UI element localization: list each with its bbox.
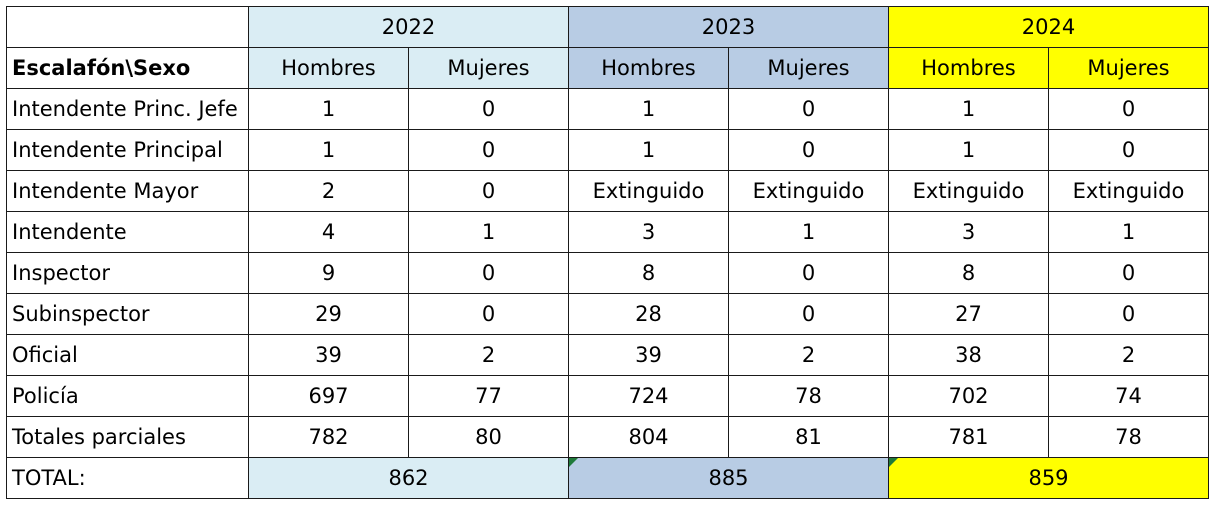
year-2024-header: 2024 xyxy=(888,6,1209,48)
table-row: Oficial 39 2 39 2 38 2 xyxy=(6,334,1209,376)
table-cell: 3 xyxy=(568,211,729,253)
table-cell: 1 xyxy=(568,88,729,130)
table-cell: 0 xyxy=(1048,293,1209,335)
table-cell: 27 xyxy=(888,293,1049,335)
table-cell: 2 xyxy=(728,334,889,376)
table-row: Inspector 9 0 8 0 8 0 xyxy=(6,252,1209,294)
row-label: Policía xyxy=(6,375,249,417)
table-cell: 3 xyxy=(888,211,1049,253)
table-cell: 1 xyxy=(248,88,409,130)
table-cell: 81 xyxy=(728,416,889,458)
table-cell: 0 xyxy=(1048,88,1209,130)
table-cell: 1 xyxy=(888,88,1049,130)
row-label: Inspector xyxy=(6,252,249,294)
table-cell: 0 xyxy=(728,88,889,130)
table-cell: 1 xyxy=(888,129,1049,171)
row-label: Intendente Mayor xyxy=(6,170,249,212)
table-cell: 724 xyxy=(568,375,729,417)
table-cell: 1 xyxy=(248,129,409,171)
corner-label: Escalafón\Sexo xyxy=(6,47,249,89)
total-label: TOTAL: xyxy=(6,457,249,499)
header-mujeres-2024: Mujeres xyxy=(1048,47,1209,89)
header-hombres-2023: Hombres xyxy=(568,47,729,89)
row-label: Subinspector xyxy=(6,293,249,335)
table-cell: 39 xyxy=(248,334,409,376)
table-cell: 29 xyxy=(248,293,409,335)
table-cell: 0 xyxy=(1048,252,1209,294)
table-cell: 78 xyxy=(1048,416,1209,458)
table-cell: 38 xyxy=(888,334,1049,376)
header-hombres-2024: Hombres xyxy=(888,47,1049,89)
year-header-row: 2022 2023 2024 xyxy=(6,6,1209,48)
total-row: TOTAL: 862 885 859 xyxy=(6,457,1209,499)
header-mujeres-2022: Mujeres xyxy=(408,47,569,89)
table-cell: Extinguido xyxy=(728,170,889,212)
table-cell: 8 xyxy=(888,252,1049,294)
table-cell: 0 xyxy=(408,293,569,335)
table-cell: 781 xyxy=(888,416,1049,458)
table-row: Intendente Principal 1 0 1 0 1 0 xyxy=(6,129,1209,171)
table-cell: 39 xyxy=(568,334,729,376)
table-cell: Extinguido xyxy=(568,170,729,212)
corner-blank-cell xyxy=(6,6,249,48)
partial-totals-row: Totales parciales 782 80 804 81 781 78 xyxy=(6,416,1209,458)
table-cell: 78 xyxy=(728,375,889,417)
table-cell: Extinguido xyxy=(888,170,1049,212)
table-cell: 2 xyxy=(408,334,569,376)
table-cell: 74 xyxy=(1048,375,1209,417)
table-cell: 77 xyxy=(408,375,569,417)
total-2022: 862 xyxy=(248,457,569,499)
row-label: Totales parciales xyxy=(6,416,249,458)
table-cell: 1 xyxy=(1048,211,1209,253)
table-cell: 804 xyxy=(568,416,729,458)
row-label: Intendente xyxy=(6,211,249,253)
year-2023-header: 2023 xyxy=(568,6,889,48)
table-row: Intendente Princ. Jefe 1 0 1 0 1 0 xyxy=(6,88,1209,130)
row-label: Intendente Principal xyxy=(6,129,249,171)
table-cell: 1 xyxy=(568,129,729,171)
table-cell: 0 xyxy=(728,129,889,171)
table-cell: 4 xyxy=(248,211,409,253)
table-cell: 1 xyxy=(728,211,889,253)
table-cell: 2 xyxy=(1048,334,1209,376)
table-cell: 0 xyxy=(408,129,569,171)
row-label: Intendente Princ. Jefe xyxy=(6,88,249,130)
year-2022-header: 2022 xyxy=(248,6,569,48)
table-cell: 0 xyxy=(728,293,889,335)
table-row: Subinspector 29 0 28 0 27 0 xyxy=(6,293,1209,335)
total-2023: 885 xyxy=(568,457,889,499)
table-cell: 80 xyxy=(408,416,569,458)
table-cell: 0 xyxy=(408,252,569,294)
table-cell: 0 xyxy=(1048,129,1209,171)
table-cell: 782 xyxy=(248,416,409,458)
table-cell: 702 xyxy=(888,375,1049,417)
sex-header-row: Escalafón\Sexo Hombres Mujeres Hombres M… xyxy=(6,47,1209,89)
table-cell: 9 xyxy=(248,252,409,294)
total-2024: 859 xyxy=(888,457,1209,499)
table-cell: 0 xyxy=(408,170,569,212)
table-cell: 8 xyxy=(568,252,729,294)
row-label: Oficial xyxy=(6,334,249,376)
personnel-table: 2022 2023 2024 Escalafón\Sexo Hombres Mu… xyxy=(6,6,1209,499)
table-cell: 28 xyxy=(568,293,729,335)
table-cell: 0 xyxy=(408,88,569,130)
table-cell: 1 xyxy=(408,211,569,253)
table-cell: Extinguido xyxy=(1048,170,1209,212)
table-row: Policía 697 77 724 78 702 74 xyxy=(6,375,1209,417)
table-row: Intendente 4 1 3 1 3 1 xyxy=(6,211,1209,253)
header-mujeres-2023: Mujeres xyxy=(728,47,889,89)
table-cell: 697 xyxy=(248,375,409,417)
table-cell: 0 xyxy=(728,252,889,294)
table-cell: 2 xyxy=(248,170,409,212)
table-row: Intendente Mayor 2 0 Extinguido Extingui… xyxy=(6,170,1209,212)
header-hombres-2022: Hombres xyxy=(248,47,409,89)
